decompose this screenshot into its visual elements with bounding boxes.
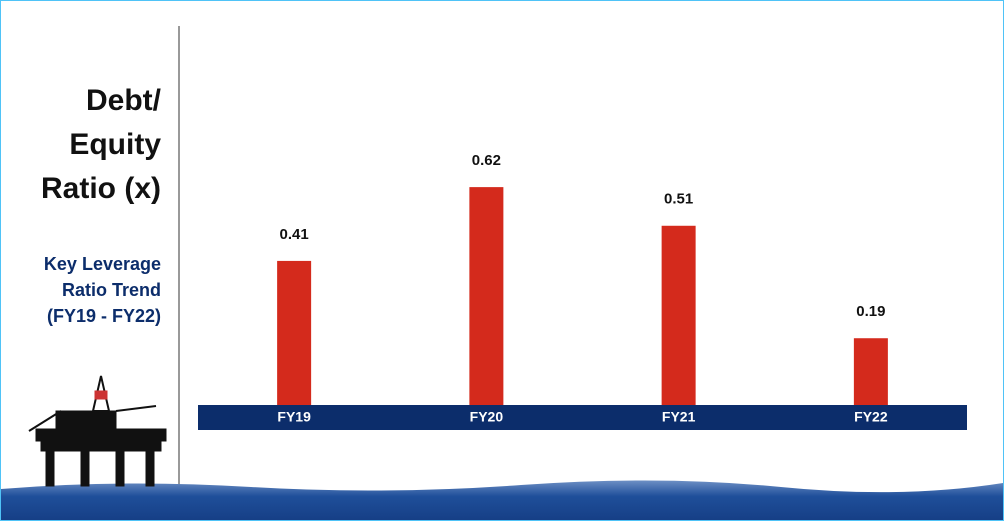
oil-rig <box>28 375 167 487</box>
bar <box>277 260 312 405</box>
x-tick-label: FY21 <box>662 409 696 425</box>
x-tick-label: FY22 <box>854 409 888 425</box>
value-label: 0.62 <box>472 152 501 169</box>
category-band <box>198 405 967 430</box>
chart-subtitle: Key Leverage Ratio Trend (FY19 - FY22) <box>43 254 161 326</box>
value-label: 0.41 <box>280 226 309 243</box>
bar <box>469 187 504 405</box>
chart-title: Debt/ Equity Ratio (x) <box>41 84 161 205</box>
bar <box>661 225 696 405</box>
x-tick-label: FY20 <box>470 409 504 425</box>
bar <box>853 338 888 405</box>
x-tick-label: FY19 <box>277 409 311 425</box>
sea <box>1 480 1003 520</box>
value-label: 0.19 <box>856 303 885 320</box>
value-label: 0.51 <box>664 191 693 208</box>
